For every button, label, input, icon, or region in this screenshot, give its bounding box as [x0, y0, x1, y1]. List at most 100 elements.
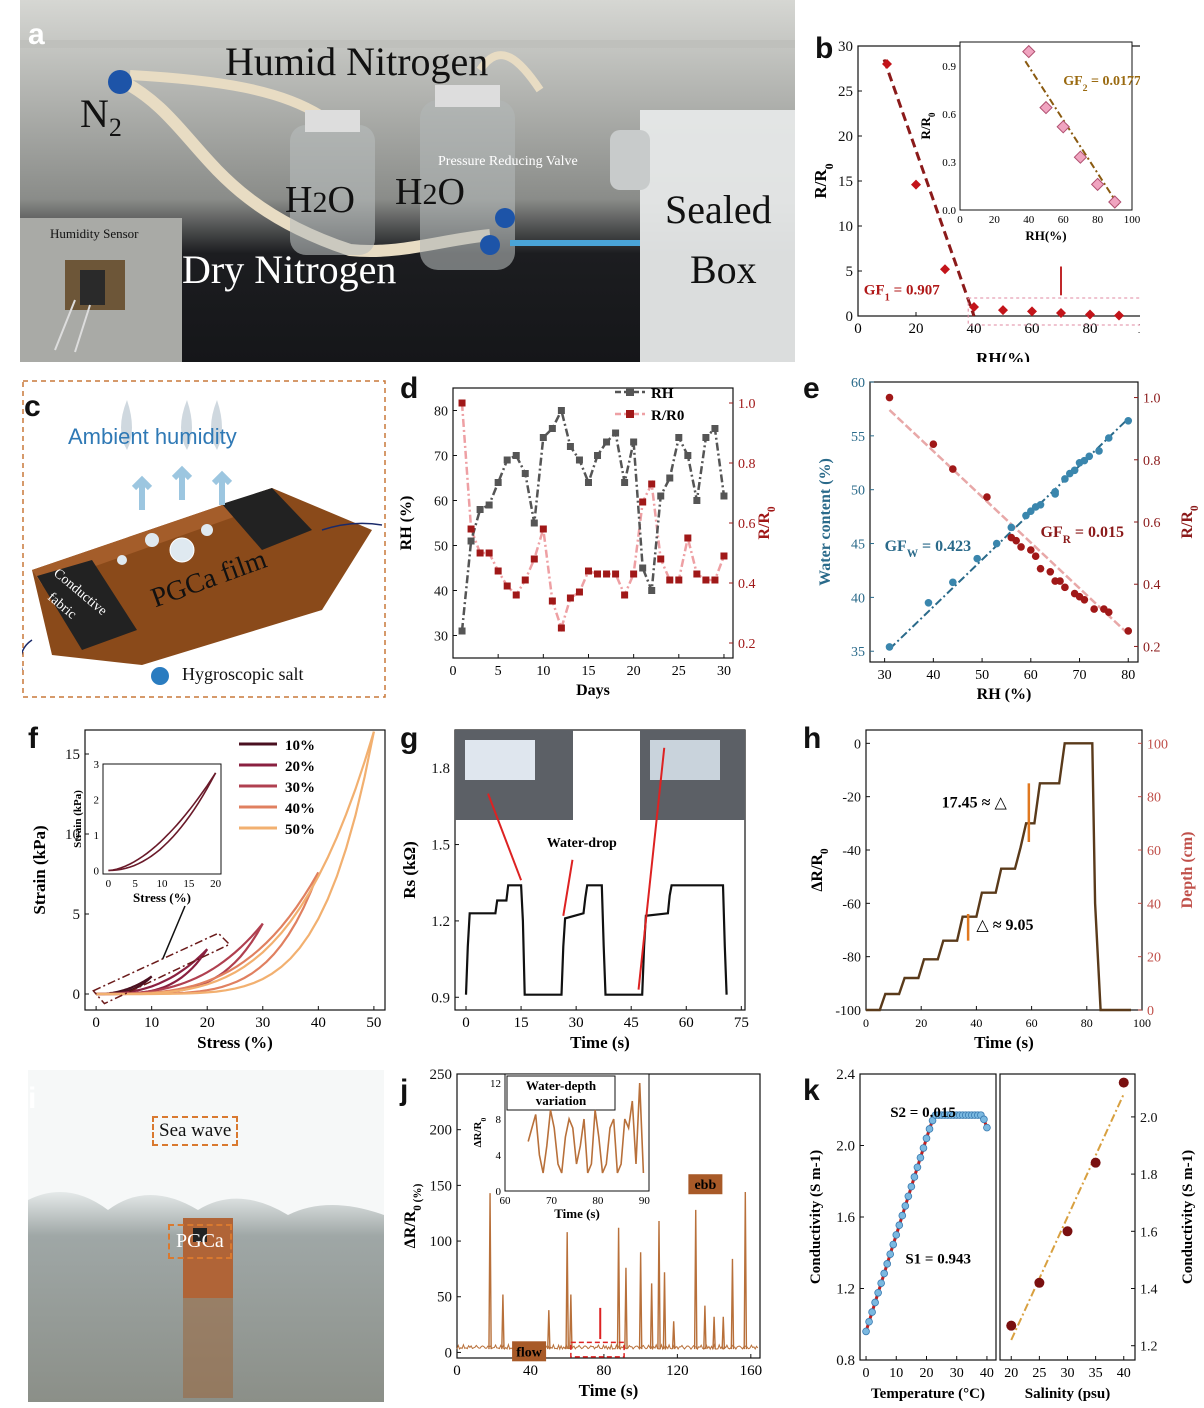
chart-j-spike — [671, 1321, 676, 1350]
chart-e-y-left-tick-label: 35 — [851, 645, 865, 660]
chart-d-rh-point — [666, 474, 674, 482]
chart-b-inset-ylabel: R/R0 — [918, 112, 937, 139]
chart-e-rr0-point — [1090, 605, 1098, 613]
chart-e-x-tick-label: 60 — [1024, 668, 1038, 683]
chart-b-inset-x-tick: 60 — [1058, 214, 1070, 226]
chart-d-y-right-tick-label: 0.4 — [738, 577, 756, 592]
chart-d-y-left-tick-label: 30 — [434, 630, 448, 645]
chart-j-spike — [569, 1294, 573, 1350]
chart-d-rr0-point — [594, 570, 602, 578]
chart-j-inset-x-tick: 80 — [592, 1195, 604, 1207]
chart-e-water-point — [973, 554, 981, 563]
chart-b-y-tick-label: 25 — [838, 84, 853, 100]
chart-k-left-point — [862, 1327, 870, 1336]
panel-c-letter: c — [24, 390, 41, 423]
chart-d-rh-point — [458, 627, 466, 635]
chart-f-inset-xlabel: Stress (%) — [133, 890, 191, 905]
chart-j-y-tick-label: 0 — [445, 1345, 453, 1361]
chart-k-left-point — [889, 1240, 898, 1249]
chart-k-left-point — [883, 1260, 891, 1268]
chart-d-rh-point — [521, 470, 529, 477]
chart-d-rr0-point — [621, 591, 629, 599]
chart-e-y-left-tick-label: 55 — [851, 430, 865, 445]
chart-e-y-right-tick-label: 1.0 — [1143, 392, 1161, 407]
chart-g-arrow-1 — [487, 793, 523, 881]
chart-j-spike — [565, 1232, 569, 1350]
chart-d-x-tick-label: 0 — [450, 664, 457, 679]
chart-j-spike — [662, 1272, 667, 1350]
chart-d-rh-point — [584, 479, 592, 486]
chart-d-rr0-point — [684, 534, 692, 542]
chart-j-y-tick-label: 250 — [430, 1068, 453, 1083]
pressure-valve-label: Pressure Reducing Valve — [438, 154, 578, 169]
chart-e-gfw-label: GFW = 0.423 — [885, 538, 972, 560]
chart-j-y-tick-label: 200 — [430, 1123, 453, 1139]
chart-d-series-rh-line — [460, 406, 726, 632]
chart-b-xlabel: RH(%) — [976, 349, 1030, 362]
chart-h-y-right-tick-label: 60 — [1147, 844, 1161, 859]
chart-f-legend-label: 30% — [285, 780, 315, 796]
chart-d-rr0-point — [557, 624, 565, 632]
chart-b-y-tick-label: 0 — [846, 309, 854, 325]
chart-d-x-tick-label: 25 — [672, 664, 686, 679]
chart-g-x-tick-label: 60 — [679, 1015, 694, 1031]
chart-d-rh-point — [693, 497, 701, 504]
chart-h-ylabel-left: ΔR/R0 — [809, 848, 831, 892]
chart-k-left-point — [980, 1115, 988, 1124]
chart-f-inset-x-tick: 20 — [210, 878, 222, 890]
chart-j-spike — [649, 1283, 654, 1350]
chart-d-y-right-tick-label: 1.0 — [738, 397, 756, 412]
chart-d-rr0-point — [603, 570, 611, 578]
chart-d-frame — [452, 387, 734, 659]
chart-k-left-point — [916, 1153, 925, 1162]
chart-j-spike — [547, 1310, 551, 1350]
chart-e-y-left-tick-label: 50 — [851, 484, 865, 499]
chart-b-inset-point — [1090, 177, 1105, 192]
chart-j-inset-x-tick: 90 — [639, 1195, 651, 1207]
chart-d-rh-point — [612, 429, 620, 437]
chart-k-left-x-tick-label: 30 — [950, 1366, 964, 1381]
chart-k-right-x-tick-label: 30 — [1061, 1366, 1075, 1381]
chart-j-x-tick-label: 80 — [596, 1363, 611, 1379]
chart-d-rr0-point — [675, 576, 683, 584]
chart-d-rh-point — [594, 452, 602, 459]
chart-k-left-point — [983, 1123, 991, 1132]
chart-j-spike — [624, 1267, 628, 1350]
chart-k-left-x-tick-label: 20 — [919, 1366, 933, 1381]
chart-d-rr0-point — [657, 555, 665, 563]
chart-d-rr0-point — [512, 591, 520, 599]
chart-d-rr0-point — [476, 549, 484, 557]
humid-nitrogen-label: Humid Nitrogen — [225, 39, 489, 84]
chart-d-rh-point — [648, 587, 656, 594]
chart-e-y-left-tick-label: 40 — [851, 591, 865, 606]
chart-b-inset-y-tick: 0.3 — [942, 157, 956, 169]
chart-b-y-tick-label: 20 — [838, 129, 853, 145]
chart-e-rr0-point — [929, 440, 938, 449]
chart-j-inset-title-box — [506, 1075, 616, 1111]
chart-d-rh-point — [530, 519, 538, 527]
chart-k-left-x-tick-label: 0 — [863, 1366, 870, 1381]
chart-g-y-tick-label: 0.9 — [431, 990, 450, 1006]
chart-e-x-tick-label: 80 — [1121, 668, 1135, 683]
chart-g-y-tick-label: 1.8 — [431, 761, 450, 777]
chart-k-left-y-tick-label: 0.8 — [836, 1353, 855, 1369]
chart-j-inset-title-2: variation — [536, 1093, 587, 1108]
chart-f-legend-label: 10% — [285, 738, 315, 754]
chart-b-point — [1056, 308, 1066, 319]
chart-g-x-tick-label: 75 — [734, 1015, 749, 1031]
chart-d-rh-point — [711, 425, 719, 432]
chart-k: 0 10 20 30 40 0.8 1.2 1.6 2.0 2.4 Temperature (°C)… — [808, 1068, 1196, 1402]
chart-b-fit-gf1 — [882, 59, 976, 317]
chart-j-spike — [616, 1227, 621, 1350]
chart-h-x-tick-label: 40 — [970, 1016, 982, 1030]
chart-d-rh-point — [621, 479, 629, 486]
chart-f-y-tick-label: 0 — [73, 987, 81, 1003]
chart-h-big-step-label: 17.45 ≈ △ — [942, 794, 1008, 811]
chart-g-x-tick-label: 15 — [514, 1015, 529, 1031]
chart-j-highlight-box — [570, 1341, 625, 1358]
chart-b-x-tick-label: 0 — [854, 321, 862, 337]
chart-b-ylabel: R/R0 — [811, 163, 836, 198]
chart-h-y-right-tick-label: 0 — [1147, 1004, 1154, 1019]
chart-e-water-point — [949, 578, 957, 587]
chart-e-y-right-tick-label: 0.2 — [1143, 640, 1161, 655]
